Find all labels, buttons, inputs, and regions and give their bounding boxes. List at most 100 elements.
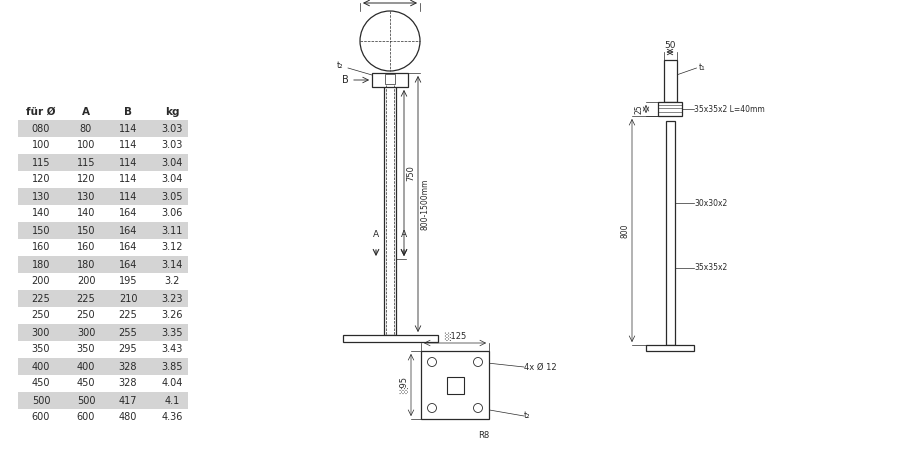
Text: 480: 480	[119, 413, 137, 423]
Text: 140: 140	[76, 208, 95, 219]
Text: 400: 400	[32, 361, 50, 372]
Text: 114: 114	[119, 158, 137, 167]
Text: 750: 750	[406, 165, 415, 181]
Text: 140: 140	[32, 208, 50, 219]
Text: A: A	[82, 107, 90, 117]
Bar	[421, 351, 489, 419]
Text: kg: kg	[165, 107, 179, 117]
Bar	[372, 73, 408, 87]
Text: 255: 255	[119, 328, 138, 338]
Text: 3.14: 3.14	[161, 260, 183, 270]
Text: 3.26: 3.26	[161, 310, 183, 320]
Text: 600: 600	[32, 413, 50, 423]
Text: 120: 120	[76, 175, 95, 184]
Text: 328: 328	[119, 378, 137, 388]
Text: 164: 164	[119, 260, 137, 270]
Text: 35x35x2 L=40mm: 35x35x2 L=40mm	[694, 104, 765, 113]
Bar	[18, 324, 188, 341]
Text: 164: 164	[119, 225, 137, 235]
Bar	[18, 120, 188, 137]
Text: 3.23: 3.23	[161, 293, 183, 303]
Bar	[385, 74, 395, 84]
Text: 130: 130	[76, 192, 95, 202]
Text: 160: 160	[76, 243, 95, 252]
Text: 130: 130	[32, 192, 50, 202]
Text: 160: 160	[32, 243, 50, 252]
Text: 4.04: 4.04	[161, 378, 183, 388]
Text: 450: 450	[76, 378, 95, 388]
Bar	[665, 121, 674, 345]
Text: 114: 114	[119, 123, 137, 134]
Text: 4.36: 4.36	[161, 413, 183, 423]
Bar	[658, 102, 682, 116]
Circle shape	[428, 404, 436, 413]
Text: 114: 114	[119, 140, 137, 150]
Bar	[18, 358, 188, 375]
Text: 3.43: 3.43	[161, 345, 183, 355]
Text: 35x35x2: 35x35x2	[694, 264, 727, 273]
Text: R8: R8	[479, 431, 490, 440]
Text: 50: 50	[664, 41, 676, 50]
Text: 3.04: 3.04	[161, 158, 183, 167]
Text: 300: 300	[32, 328, 50, 338]
Text: 400: 400	[76, 361, 95, 372]
Text: 195: 195	[119, 276, 137, 287]
Text: 500: 500	[32, 396, 50, 405]
Text: B: B	[342, 75, 349, 85]
Circle shape	[473, 357, 482, 366]
Text: 180: 180	[32, 260, 50, 270]
Text: 350: 350	[76, 345, 95, 355]
Text: 3.11: 3.11	[161, 225, 183, 235]
Text: 150: 150	[32, 225, 50, 235]
Text: 800-1500mm: 800-1500mm	[420, 178, 429, 230]
Text: 100: 100	[32, 140, 50, 150]
Text: 3.06: 3.06	[161, 208, 183, 219]
Bar	[384, 85, 396, 335]
Text: 225: 225	[119, 310, 138, 320]
Text: 250: 250	[32, 310, 50, 320]
Text: 450: 450	[32, 378, 50, 388]
Text: 200: 200	[76, 276, 95, 287]
Bar	[18, 290, 188, 307]
Text: 200: 200	[32, 276, 50, 287]
Text: 114: 114	[119, 192, 137, 202]
Bar	[343, 335, 437, 342]
Text: 350: 350	[32, 345, 50, 355]
Text: 800: 800	[620, 223, 629, 238]
Bar	[663, 60, 677, 102]
Text: t₂: t₂	[337, 60, 343, 69]
Text: 120: 120	[32, 175, 50, 184]
Text: B: B	[124, 107, 132, 117]
Text: 180: 180	[76, 260, 95, 270]
Text: 4.1: 4.1	[165, 396, 180, 405]
Text: für Ø: für Ø	[26, 107, 56, 117]
Text: 3.04: 3.04	[161, 175, 183, 184]
Text: 164: 164	[119, 243, 137, 252]
Text: 100: 100	[76, 140, 95, 150]
Text: 30x30x2: 30x30x2	[694, 198, 727, 207]
Bar	[18, 222, 188, 239]
Text: 417: 417	[119, 396, 137, 405]
Text: 80: 80	[80, 123, 92, 134]
Text: 210: 210	[119, 293, 137, 303]
Text: t₁: t₁	[698, 63, 705, 72]
Text: 600: 600	[76, 413, 95, 423]
Text: 300: 300	[76, 328, 95, 338]
Text: 3.12: 3.12	[161, 243, 183, 252]
Bar	[446, 377, 464, 393]
Text: 225: 225	[32, 293, 50, 303]
Text: 225: 225	[76, 293, 95, 303]
Text: 3.85: 3.85	[161, 361, 183, 372]
Text: A: A	[400, 230, 407, 239]
Text: 3.35: 3.35	[161, 328, 183, 338]
Text: 3.03: 3.03	[161, 123, 183, 134]
Text: 114: 114	[119, 175, 137, 184]
Text: 150: 150	[76, 225, 95, 235]
Text: 250: 250	[76, 310, 95, 320]
Bar	[646, 345, 694, 351]
Text: A: A	[373, 230, 379, 239]
Text: ░95: ░95	[400, 377, 409, 393]
Text: 500: 500	[76, 396, 95, 405]
Bar	[18, 392, 188, 409]
Text: 25: 25	[635, 104, 644, 114]
